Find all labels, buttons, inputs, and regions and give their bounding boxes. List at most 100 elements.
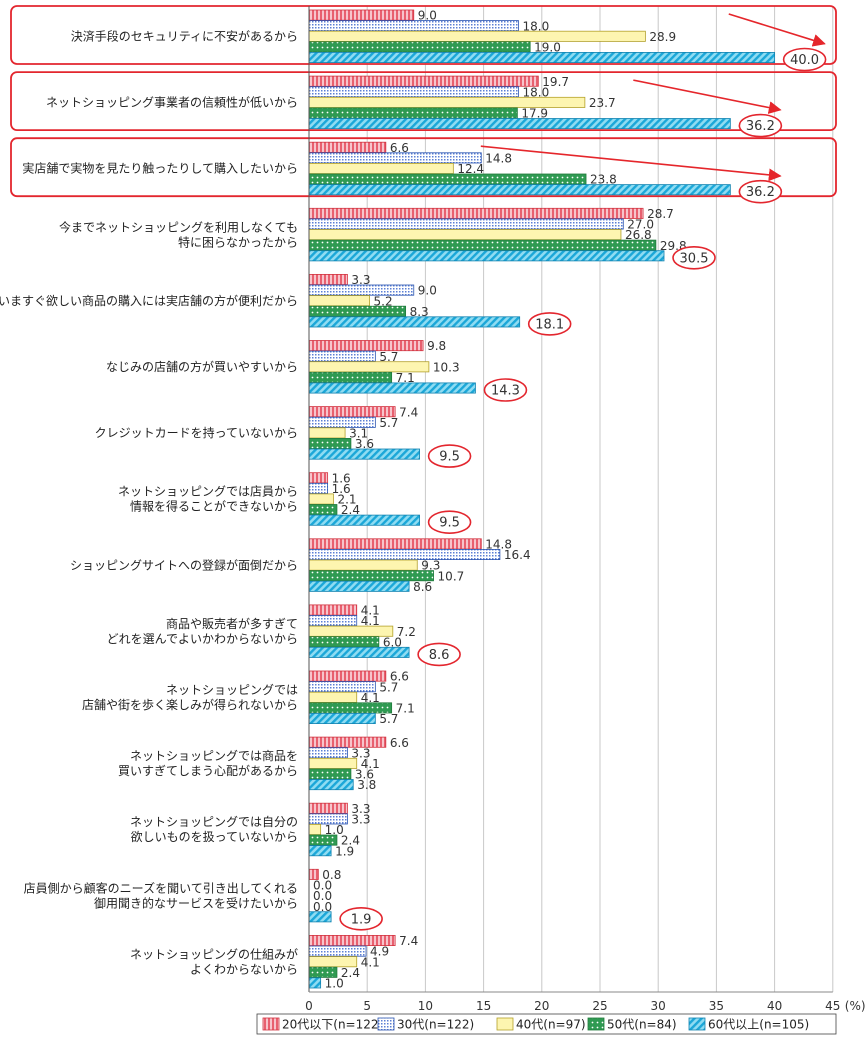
category-label: ネットショッピング事業者の信頼性が低いから (46, 95, 298, 110)
bar (308, 747, 348, 759)
value-label: 36.2 (746, 119, 775, 134)
value-label: 7.1 (396, 371, 415, 385)
category-label: 御用聞き的なサービスを受けたいから (94, 895, 298, 910)
value-label: 3.8 (357, 778, 376, 792)
bar (308, 107, 518, 119)
category-label: 店舗や街を歩く楽しみが得られないから (82, 697, 298, 712)
category-label: ネットショッピングでは商品を (130, 748, 298, 763)
bar (308, 691, 358, 703)
value-label: 9.5 (439, 516, 460, 531)
value-label: 17.9 (521, 107, 548, 121)
value-label: 8.6 (413, 580, 432, 594)
category-label: クレジットカードを持っていないから (95, 425, 298, 440)
bar (308, 350, 376, 362)
value-label: 10.3 (433, 360, 460, 374)
value-label: 19.7 (542, 75, 569, 89)
x-tick-label: 10 (418, 999, 433, 1013)
value-label: 4.1 (361, 955, 380, 969)
bar (308, 845, 332, 857)
value-label: 6.6 (390, 736, 409, 750)
highlight-circle (339, 906, 383, 931)
value-label: 18.0 (523, 19, 550, 33)
bar (308, 604, 358, 616)
value-label: 4.1 (361, 604, 380, 618)
value-label: 6.6 (390, 141, 409, 155)
bar (308, 670, 387, 682)
value-label: 1.9 (335, 844, 354, 858)
value-label: 28.7 (647, 207, 674, 221)
bar (308, 75, 539, 87)
category-label: 欲しいものを扱っていないから (131, 830, 298, 844)
value-label: 1.6 (332, 482, 351, 496)
x-tick-label: 45 (825, 999, 840, 1013)
value-label: 2.4 (341, 834, 360, 848)
axis-layer: 0 5 10 15 20 25 30 35 40 45 (%) (305, 6, 866, 1013)
highlight-box (10, 137, 837, 198)
x-tick-label: 0 (305, 999, 313, 1013)
value-label: 28.9 (649, 30, 676, 44)
highlight-circle (782, 47, 827, 72)
bar (308, 295, 370, 307)
value-label: 0.0 (313, 879, 332, 893)
value-label: 9.0 (418, 284, 437, 298)
value-label: 27.0 (627, 218, 654, 232)
bar (308, 218, 624, 230)
bar (308, 504, 338, 516)
bar (308, 779, 354, 791)
value-label: 8.6 (429, 648, 450, 663)
value-label: 8.3 (410, 305, 429, 319)
highlight-box-layer (10, 5, 837, 198)
value-label: 7.1 (396, 702, 415, 716)
bar (308, 118, 731, 130)
bar (308, 141, 387, 153)
value-label: 3.6 (355, 768, 374, 782)
value-label: 3.1 (349, 427, 368, 441)
highlight-box (10, 5, 837, 65)
category-label: 商品や販売者が多すぎて (166, 616, 298, 631)
legend-swatch (496, 1017, 514, 1031)
category-label: いますぐ欲しい商品の購入には実店舗の方が便利だから (0, 293, 298, 308)
x-tick-label: 20 (534, 999, 549, 1013)
x-tick-label: 40 (767, 999, 782, 1013)
bar (308, 472, 329, 484)
legend-label: 20代以下(n=122) (282, 1018, 383, 1032)
value-label: 1.6 (332, 471, 351, 485)
value-label: 26.8 (625, 228, 652, 242)
bar (308, 20, 519, 32)
value-label: 3.3 (351, 802, 370, 816)
bar (308, 802, 348, 814)
x-axis-unit: (%) (845, 999, 866, 1013)
value-label: 7.2 (397, 625, 416, 639)
bar (308, 340, 424, 352)
value-label: 4.1 (361, 614, 380, 628)
category-label: ショッピングサイトへの登録が面倒だから (70, 557, 298, 572)
bar (308, 768, 352, 780)
bar (308, 945, 367, 957)
value-label: 7.4 (399, 934, 418, 948)
legend-label: 50代(n=84) (607, 1018, 677, 1032)
bar (308, 757, 358, 769)
bar (308, 184, 731, 196)
bar (308, 713, 376, 725)
value-label: 3.6 (355, 437, 374, 451)
category-label: 買いすぎてしまう心配があるから (118, 763, 298, 778)
highlight-box (10, 71, 837, 131)
legend-label: 30代(n=122) (397, 1018, 474, 1032)
bar (308, 437, 352, 449)
value-label: 14.3 (491, 384, 520, 399)
bar (308, 636, 380, 648)
category-label: ネットショッピングでは (166, 683, 298, 697)
value-label: 23.8 (590, 173, 617, 187)
label-layer: 決済手段のセキュリティに不安があるから 9.0 18.0 28.9 19.0 40.0 ネッ… (0, 9, 827, 991)
category-label: よくわからないから (190, 962, 298, 976)
legend-label: 60代以上(n=105) (708, 1018, 809, 1032)
category-label: 店員側から顧客のニーズを聞いて引き出してくれる (24, 880, 298, 895)
value-label: 5.7 (379, 416, 398, 430)
value-label: 5.7 (379, 350, 398, 364)
trend-arrow (633, 79, 782, 114)
value-label: 3.3 (351, 746, 370, 760)
bar (308, 514, 420, 526)
category-label: 特に困らなかったから (178, 234, 298, 249)
bar (308, 41, 531, 53)
value-label: 2.1 (337, 493, 356, 507)
